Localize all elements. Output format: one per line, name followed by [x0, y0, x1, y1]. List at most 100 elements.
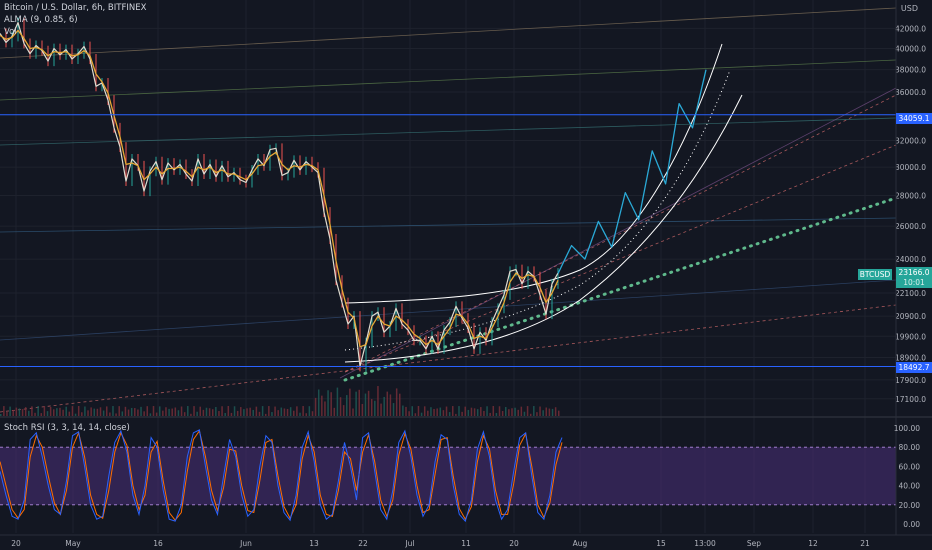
stoch-band — [0, 447, 896, 505]
projection-line — [557, 69, 707, 274]
volume-bar — [346, 395, 348, 416]
volume-bar — [377, 386, 379, 416]
fan-line — [0, 7, 897, 59]
volume-bar — [130, 407, 133, 416]
volume-bar — [168, 408, 170, 416]
x-tick-label: 13:00 — [694, 539, 716, 548]
volume-bar — [190, 413, 192, 416]
volume-bar — [389, 394, 392, 416]
stoch-y-tick-label: 0.00 — [903, 520, 920, 529]
volume-bar — [96, 408, 99, 416]
volume-bar — [395, 388, 398, 416]
x-tick-label: 16 — [153, 539, 163, 548]
volume-bar — [277, 410, 279, 416]
volume-bar — [430, 407, 432, 416]
volume-bar — [520, 406, 523, 416]
volume-bar — [445, 406, 448, 416]
volume-bar — [358, 389, 360, 416]
volume-bar — [551, 408, 554, 416]
volume-bar — [480, 407, 482, 416]
channel-upper-curve — [344, 43, 723, 304]
volume-bar — [183, 412, 186, 416]
volume-bar — [174, 407, 177, 416]
volume-bar — [317, 389, 320, 416]
volume-bar — [158, 406, 161, 416]
volume-bar — [505, 407, 507, 416]
fan-line — [339, 87, 897, 379]
y-tick-label: 36000.0 — [895, 88, 926, 97]
volume-bar — [464, 406, 466, 416]
alma-legend[interactable]: ALMA (9, 0.85, 6) — [4, 15, 78, 25]
volume-bar — [196, 411, 198, 416]
y-tick-label: 20900.0 — [895, 312, 926, 321]
x-tick-label: 20 — [11, 539, 21, 548]
volume-bar — [271, 412, 273, 416]
volume-bar — [529, 413, 532, 416]
volume-bar — [458, 406, 460, 416]
fan-line — [0, 59, 897, 101]
volume-bar — [511, 408, 513, 416]
volume-bar — [202, 409, 205, 416]
y-tick-label: 17100.0 — [895, 395, 926, 404]
volume-bar — [105, 406, 108, 416]
volume-bar — [255, 406, 258, 416]
volume-bar — [367, 390, 370, 416]
volume-bar — [498, 406, 501, 416]
volume-bar — [324, 401, 326, 416]
volume-bar — [411, 406, 413, 416]
volume-bar — [333, 407, 336, 416]
volume-bar — [62, 409, 64, 416]
fan-line — [0, 279, 897, 341]
volume-bar — [523, 411, 526, 416]
volume-bar — [264, 413, 267, 416]
volume-bar — [392, 403, 395, 416]
volume-bar — [342, 405, 345, 416]
dashed-trend-line — [0, 304, 897, 413]
stoch-y-tick-label: 60.00 — [899, 462, 921, 471]
volume-bar — [149, 413, 152, 416]
volume-bar — [15, 407, 18, 416]
volume-bar — [542, 410, 544, 416]
dotted-trend-line — [343, 196, 898, 382]
volume-bar — [56, 408, 58, 416]
volume-bar — [261, 406, 264, 416]
volume-bar — [165, 407, 167, 416]
stoch-rsi-legend[interactable]: Stoch RSI (3, 3, 14, 14, close) — [4, 423, 130, 433]
volume-bar — [305, 413, 307, 416]
volume-bar — [302, 406, 304, 416]
volume-bar — [467, 409, 470, 416]
volume-bar — [121, 411, 124, 416]
volume-bar — [31, 406, 33, 416]
volume-bar — [52, 409, 55, 416]
volume-bar — [355, 391, 357, 416]
volume-bar — [134, 408, 136, 416]
volume-bar — [127, 409, 130, 416]
volume-bar — [433, 408, 435, 416]
volume-bar — [321, 395, 323, 416]
volume-bar — [486, 406, 488, 416]
x-tick-label: Sep — [747, 539, 761, 548]
volume-bar — [46, 411, 49, 416]
volume-bar — [442, 410, 445, 416]
volume-bar — [492, 406, 495, 416]
volume-bar — [558, 410, 560, 416]
volume-bar — [155, 412, 158, 416]
volume-legend[interactable]: Vol — [4, 27, 17, 37]
volume-bar — [249, 407, 251, 416]
volume-bar — [6, 411, 8, 416]
volume-bar — [90, 407, 92, 416]
volume-bar — [143, 411, 145, 416]
volume-bar — [461, 411, 463, 416]
x-tick-label: 21 — [860, 539, 870, 548]
volume-bar — [243, 409, 245, 416]
volume-bar — [112, 406, 114, 416]
x-tick-label: May — [65, 539, 81, 548]
y-tick-label: 32000.0 — [895, 137, 926, 146]
volume-bar — [476, 409, 479, 416]
volume-bar — [399, 393, 401, 416]
volume-bar — [330, 392, 332, 416]
volume-bar — [380, 403, 382, 416]
volume-bar — [274, 406, 276, 416]
lower-level-tag: 18492.7 — [896, 362, 932, 373]
